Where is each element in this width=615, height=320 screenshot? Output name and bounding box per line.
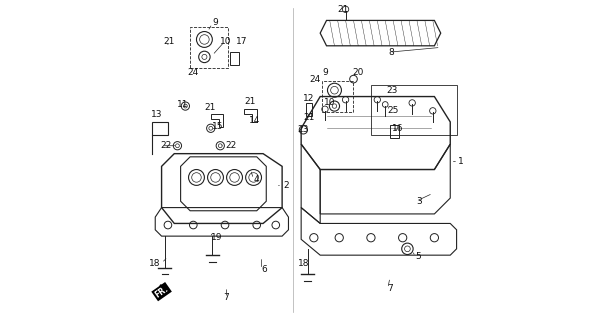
Text: 19: 19 — [211, 233, 222, 242]
Text: 18: 18 — [149, 259, 161, 268]
Text: 21: 21 — [338, 5, 349, 14]
Text: 7: 7 — [387, 284, 392, 293]
Text: 12: 12 — [303, 94, 315, 103]
Bar — [190, 27, 228, 68]
Text: 14: 14 — [249, 116, 260, 125]
Text: 21: 21 — [163, 36, 175, 45]
Text: 10: 10 — [220, 36, 232, 45]
Text: 21: 21 — [204, 103, 216, 112]
Text: 25: 25 — [387, 106, 399, 115]
Text: 9: 9 — [212, 18, 218, 27]
Bar — [371, 85, 456, 135]
Text: 6: 6 — [261, 265, 268, 274]
Text: 7: 7 — [223, 293, 229, 302]
Text: 13: 13 — [151, 109, 162, 118]
Text: 10: 10 — [324, 99, 336, 108]
Text: 3: 3 — [416, 197, 422, 206]
Text: 18: 18 — [298, 259, 309, 268]
Text: 22: 22 — [225, 141, 236, 150]
Text: 15: 15 — [212, 122, 224, 131]
Text: 5: 5 — [415, 252, 421, 261]
Text: 24: 24 — [187, 68, 198, 77]
Text: 16: 16 — [392, 124, 403, 133]
Bar — [322, 81, 354, 112]
Text: 8: 8 — [389, 48, 394, 57]
Text: 22: 22 — [160, 141, 171, 150]
Text: 11: 11 — [178, 100, 189, 109]
Text: 2: 2 — [284, 181, 289, 190]
Text: 9: 9 — [323, 68, 328, 77]
Text: 23: 23 — [297, 125, 308, 134]
Text: FR.: FR. — [153, 284, 170, 300]
Text: 1: 1 — [458, 157, 464, 166]
Text: 20: 20 — [352, 68, 363, 77]
Text: 21: 21 — [303, 113, 315, 122]
Text: 23: 23 — [387, 86, 398, 95]
Text: 4: 4 — [253, 174, 259, 184]
Text: 24: 24 — [309, 75, 320, 84]
Text: 21: 21 — [244, 97, 255, 106]
Text: 17: 17 — [236, 36, 248, 45]
